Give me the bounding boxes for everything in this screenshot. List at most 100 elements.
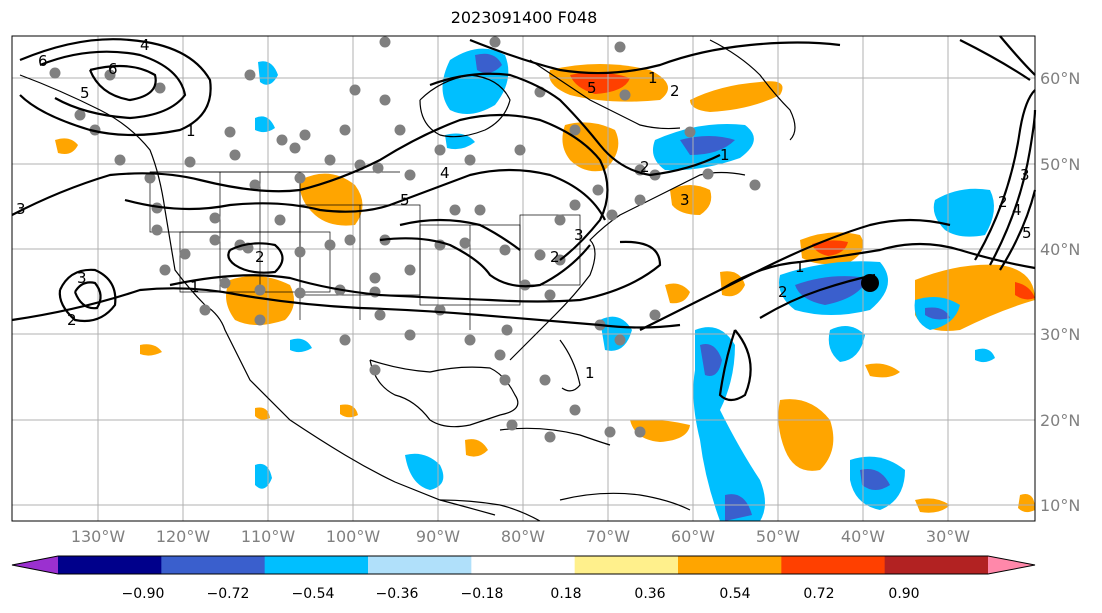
west-coast	[19, 74, 496, 516]
colorbar-tick-label: 0.54	[719, 586, 750, 602]
colorbar-segment	[471, 556, 576, 574]
negative-anomaly-pacific-small	[290, 338, 312, 353]
colorbar-tick-label: 0.36	[634, 586, 665, 602]
positive-anomaly-atlantic-mid-core	[812, 240, 848, 256]
negative-anomaly-hudson-core	[475, 53, 502, 74]
contour-label: 1	[186, 122, 196, 140]
contour-se-ridge-3	[999, 189, 1037, 271]
contour-label: 3	[77, 269, 87, 287]
colorbar-tick-label: 0.18	[550, 586, 581, 602]
contour-wave-2	[399, 218, 521, 251]
storm-center-marker	[861, 274, 879, 292]
negative-anomaly-tropical-plume-core-2	[725, 494, 752, 521]
contour-se-ridge-2	[989, 109, 1037, 266]
colorbar	[11, 555, 1036, 575]
contour-main-trough-2	[124, 168, 606, 221]
height-contours	[11, 35, 1037, 402]
lon-label: 100°W	[326, 527, 381, 546]
lon-label: 90°W	[416, 527, 460, 546]
contour-label: 6	[108, 60, 118, 78]
colorbar-tick-label: −0.90	[122, 586, 165, 602]
contour-label: 1	[585, 364, 595, 382]
contour-wave	[379, 237, 591, 288]
lat-label: 10°N	[1040, 496, 1080, 515]
gridlines	[12, 36, 1035, 521]
colorbar-segment	[781, 556, 886, 574]
contour-label: 1	[795, 258, 805, 276]
positive-anomaly-tropics	[778, 399, 834, 471]
lat-label: 30°N	[1040, 325, 1080, 344]
latitude-labels: 60°N 50°N 40°N 30°N 20°N 10°N	[1040, 69, 1080, 515]
colorbar-extend-max	[988, 556, 1035, 574]
positive-anomaly-small-3	[55, 138, 78, 154]
positive-anomaly-small-8	[1018, 494, 1035, 513]
contour-label: 4	[440, 164, 450, 182]
contour-west-high-2	[39, 50, 187, 120]
negative-anomaly-canada-small	[445, 133, 475, 150]
station-markers	[49, 36, 761, 443]
coastlines	[19, 39, 796, 522]
contour-ne-2	[999, 35, 1036, 76]
contour-label: 3	[16, 200, 26, 218]
contour-label: 2	[67, 311, 77, 329]
colorbar-extend-min	[12, 556, 58, 574]
contour-ne-1	[959, 39, 1031, 81]
contour-label: 5	[587, 79, 597, 97]
contour-label: 3	[574, 226, 584, 244]
contour-main-trough	[11, 113, 609, 261]
positive-anomaly-greenland	[690, 81, 783, 112]
lat-label: 60°N	[1040, 69, 1080, 88]
colorbar-tick-label: 0.90	[888, 586, 919, 602]
lon-label: 130°W	[71, 527, 126, 546]
contour-mid-closed	[227, 242, 284, 274]
colorbar-segment	[161, 556, 266, 574]
colorbar-tick-label: −0.18	[461, 586, 504, 602]
contour-south-line-2	[169, 240, 662, 303]
lon-label: 50°W	[756, 527, 800, 546]
contour-label: 3	[1020, 166, 1030, 184]
colorbar-segment	[574, 556, 679, 574]
negative-anomaly-bc-small	[255, 116, 275, 133]
contour-atlantic-low-2	[759, 273, 876, 319]
longitude-labels: 130°W 120°W 110°W 100°W 90°W 80°W 70°W 6…	[71, 527, 970, 546]
lat-label: 40°N	[1040, 240, 1080, 259]
colorbar-segment	[264, 556, 369, 574]
positive-anomaly-nova-scotia	[670, 185, 712, 215]
colorbar-segment	[58, 556, 162, 574]
colorbar-tick-label: −0.72	[207, 586, 250, 602]
colorbar-tick-label: 0.72	[803, 586, 834, 602]
colorbar-segment	[884, 556, 989, 574]
colorbar-tick-label: −0.54	[292, 586, 335, 602]
contour-label: 2	[255, 248, 265, 266]
contour-label: 5	[80, 84, 90, 102]
positive-anomaly-caribbean	[630, 419, 690, 442]
south-america-coast	[559, 492, 691, 511]
contour-atlantic-trough	[718, 329, 752, 402]
lon-label: 70°W	[586, 527, 630, 546]
positive-anomaly-small-4	[140, 344, 162, 356]
contour-south-line	[11, 287, 681, 329]
contour-atlantic-long	[639, 218, 951, 331]
colorbar-segment	[678, 556, 782, 574]
negative-anomaly-atlantic-35n-core	[795, 276, 868, 305]
map-title: 2023091400 F048	[450, 8, 598, 27]
contour-atlantic-low	[719, 242, 1036, 291]
lon-label: 30°W	[926, 527, 970, 546]
lon-label: 80°W	[501, 527, 545, 546]
contour-label: 2	[778, 283, 788, 301]
contour-labels: 6 4 6 5 1 5 3 2 1 2 3 4 5 2 1 1 2 3 1 3 …	[16, 36, 1032, 382]
negative-anomaly-se-small	[975, 348, 995, 363]
positive-anomaly-small-10	[865, 363, 900, 378]
gulf-coast	[369, 359, 519, 428]
lat-label: 50°N	[1040, 155, 1080, 174]
map-frame	[11, 35, 1036, 522]
contour-label: 4	[140, 36, 150, 54]
colorbar-segment	[368, 556, 472, 574]
negative-anomaly-tropical-plume-core	[700, 344, 722, 376]
cuba	[499, 427, 611, 446]
positive-anomaly-southwest	[226, 276, 294, 325]
central-america	[439, 499, 541, 522]
lon-label: 40°W	[841, 527, 885, 546]
negative-anomaly-east-tropics-core	[860, 469, 890, 490]
